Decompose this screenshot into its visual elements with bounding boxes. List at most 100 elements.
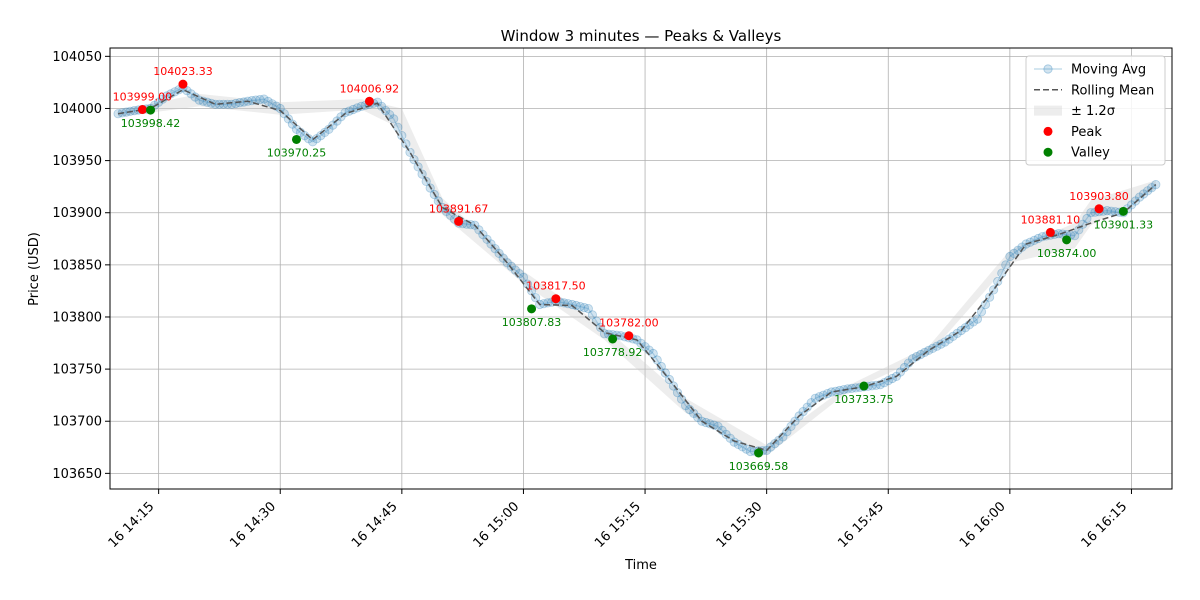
legend-valley-marker [1043, 147, 1053, 157]
moving-avg-point [689, 408, 699, 418]
sigma-band [118, 93, 1156, 456]
y-tick-label: 103750 [52, 363, 102, 378]
valley-marker [146, 105, 156, 115]
x-tick-label: 16 15:00 [471, 499, 523, 551]
moving-avg-point [782, 427, 792, 437]
legend-peak-marker [1043, 126, 1053, 136]
moving-avg-point [575, 301, 585, 312]
moving-avg-point [1135, 192, 1145, 202]
y-tick-label: 103850 [52, 258, 102, 273]
valley-label: 103669.58 [729, 460, 789, 473]
peak-label: 103903.80 [1069, 190, 1129, 203]
moving-avg-point [810, 393, 820, 403]
moving-avg-point [672, 387, 683, 398]
legend-box [1025, 55, 1166, 166]
moving-avg-point [899, 362, 910, 373]
x-tick-label: 16 14:30 [227, 499, 279, 551]
plot-frame [109, 47, 1173, 490]
chart-title: Window 3 minutes — Peaks & Valleys [501, 27, 782, 45]
peak-marker [1045, 227, 1055, 237]
peak-label: 104023.33 [153, 65, 213, 78]
moving-avg-point [595, 322, 606, 332]
moving-avg-point [984, 292, 995, 302]
valley-label: 103733.75 [834, 393, 894, 406]
moving-avg-point [308, 137, 318, 147]
peak-marker [624, 331, 634, 341]
peak-marker [178, 79, 188, 89]
valley-marker [859, 381, 869, 391]
moving-avg-point [786, 421, 796, 431]
moving-avg-point [693, 412, 703, 422]
peak-marker [454, 216, 464, 226]
moving-avg-point [393, 122, 403, 132]
moving-avg-point [1074, 225, 1084, 235]
moving-avg-point [1151, 179, 1161, 190]
moving-avg-point [506, 261, 516, 271]
y-tick-label: 103700 [52, 415, 102, 430]
moving-avg-point [721, 429, 731, 439]
moving-avg-point [583, 303, 593, 314]
moving-avg-point [774, 435, 784, 445]
moving-avg-point [993, 276, 1003, 287]
moving-avg-point [385, 110, 395, 120]
y-tick-label: 103950 [52, 154, 102, 169]
moving-avg-point [976, 307, 987, 317]
peak-marker [551, 294, 561, 304]
y-axis: 103650 103700 103750 103800 103850 103900 1039… [52, 50, 110, 482]
valley-label: 103807.83 [502, 316, 562, 329]
moving-avg-point [417, 169, 427, 179]
legend-label: Rolling Mean [1071, 83, 1154, 98]
valley-marker [291, 134, 301, 144]
y-tick-label: 103800 [52, 310, 102, 325]
valley-label: 103901.33 [1094, 218, 1154, 231]
x-tick-label: 16 14:45 [349, 499, 401, 551]
moving-avg-point [1130, 196, 1141, 206]
peak-label: 103817.50 [526, 280, 586, 293]
legend-label: Peak [1071, 125, 1102, 140]
valley-marker [527, 304, 537, 314]
moving-avg-point [1005, 251, 1015, 262]
series-layer [113, 83, 1161, 457]
band-layer [118, 93, 1156, 456]
moving-avg-point [1106, 206, 1116, 216]
moving-avg-point [1086, 208, 1096, 218]
peak-marker [364, 96, 374, 106]
moving-avg-point [259, 94, 269, 104]
y-axis-label: Price (USD) [27, 232, 42, 306]
legend-moving-avg-marker [1043, 64, 1053, 74]
legend-label: Moving Avg [1071, 63, 1146, 78]
y-tick-label: 103900 [52, 206, 102, 221]
peak-label: 103999.00 [113, 91, 173, 104]
x-tick-label: 16 14:15 [106, 499, 158, 551]
peak-label: 103782.00 [599, 317, 659, 330]
moving-avg-point [916, 349, 926, 360]
valley-marker [754, 448, 764, 458]
grid-layer [110, 48, 1172, 489]
legend-label: ± 1.2σ [1071, 104, 1115, 119]
legend-band-swatch [1034, 105, 1062, 116]
moving-avg-point [1082, 213, 1092, 224]
moving-avg-point [656, 361, 666, 372]
marker-layer [137, 79, 1128, 458]
moving-avg-point [328, 120, 338, 130]
rolling-mean-line [117, 88, 1157, 452]
moving-avg-point [316, 131, 326, 141]
valley-marker [1118, 206, 1128, 216]
y-tick-label: 103650 [52, 467, 102, 482]
x-tick-label: 16 15:45 [835, 499, 887, 551]
moving-avg-point [158, 94, 168, 104]
valley-label: 103778.92 [583, 346, 643, 359]
moving-avg-point [1009, 248, 1019, 258]
moving-avg-point [324, 124, 334, 134]
moving-avg-point [770, 438, 780, 449]
peak-label: 104006.92 [340, 82, 400, 95]
moving-avg-point [822, 388, 833, 399]
peak-label: 103891.67 [429, 202, 489, 215]
x-axis-label: Time [624, 558, 657, 573]
moving-avg-point [1070, 231, 1080, 241]
moving-avg-point [944, 334, 954, 344]
moving-avg-point [518, 272, 529, 282]
peak-marker [1094, 204, 1104, 214]
x-tick-label: 16 16:15 [1079, 499, 1131, 551]
